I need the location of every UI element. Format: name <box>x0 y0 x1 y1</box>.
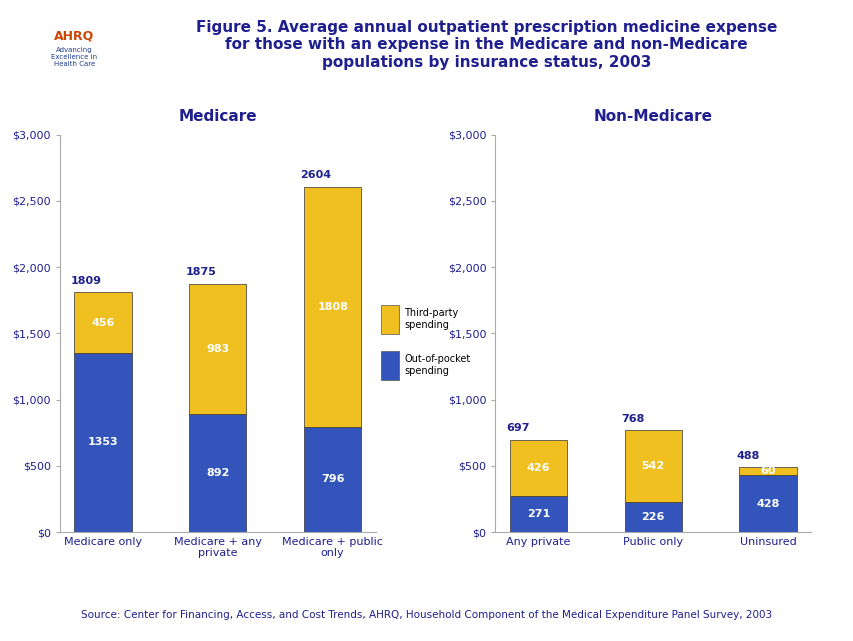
Text: 226: 226 <box>641 512 664 522</box>
Text: 271: 271 <box>526 509 549 519</box>
Text: Out-of-pocket
spending: Out-of-pocket spending <box>404 354 470 376</box>
Bar <box>509 440 566 496</box>
Text: 796: 796 <box>321 474 344 485</box>
Bar <box>74 292 131 353</box>
Bar <box>304 426 361 532</box>
Bar <box>739 476 796 532</box>
Text: 2604: 2604 <box>300 171 331 181</box>
Text: 697: 697 <box>506 423 529 433</box>
Text: 426: 426 <box>526 463 549 473</box>
Text: 456: 456 <box>91 317 114 328</box>
FancyBboxPatch shape <box>380 305 399 334</box>
Text: 892: 892 <box>206 468 229 478</box>
Text: 768: 768 <box>620 413 644 424</box>
Text: Figure 5. Average annual outpatient prescription medicine expense
for those with: Figure 5. Average annual outpatient pres… <box>196 20 776 70</box>
Bar <box>739 467 796 476</box>
Bar <box>304 187 361 426</box>
Text: 1875: 1875 <box>185 267 216 277</box>
Bar <box>624 502 682 532</box>
Bar <box>189 414 247 532</box>
Text: 488: 488 <box>735 451 758 461</box>
Text: 428: 428 <box>756 499 779 509</box>
Text: 542: 542 <box>641 461 664 471</box>
Text: 983: 983 <box>206 344 229 354</box>
Text: Third-party
spending: Third-party spending <box>404 308 458 329</box>
Bar <box>509 496 566 532</box>
Text: 1809: 1809 <box>71 276 102 286</box>
Title: Medicare: Medicare <box>178 109 257 124</box>
Text: Source: Center for Financing, Access, and Cost Trends, AHRQ, Household Component: Source: Center for Financing, Access, an… <box>81 610 772 620</box>
Bar <box>189 283 247 414</box>
FancyBboxPatch shape <box>380 351 399 380</box>
Bar <box>624 430 682 502</box>
Text: 60: 60 <box>759 467 775 476</box>
Bar <box>74 353 131 532</box>
Text: Advancing
Excellence in
Health Care: Advancing Excellence in Health Care <box>51 47 97 67</box>
Text: AHRQ: AHRQ <box>54 30 95 43</box>
Text: 1353: 1353 <box>88 437 118 447</box>
Title: Non-Medicare: Non-Medicare <box>593 109 712 124</box>
Text: 1808: 1808 <box>316 302 348 312</box>
